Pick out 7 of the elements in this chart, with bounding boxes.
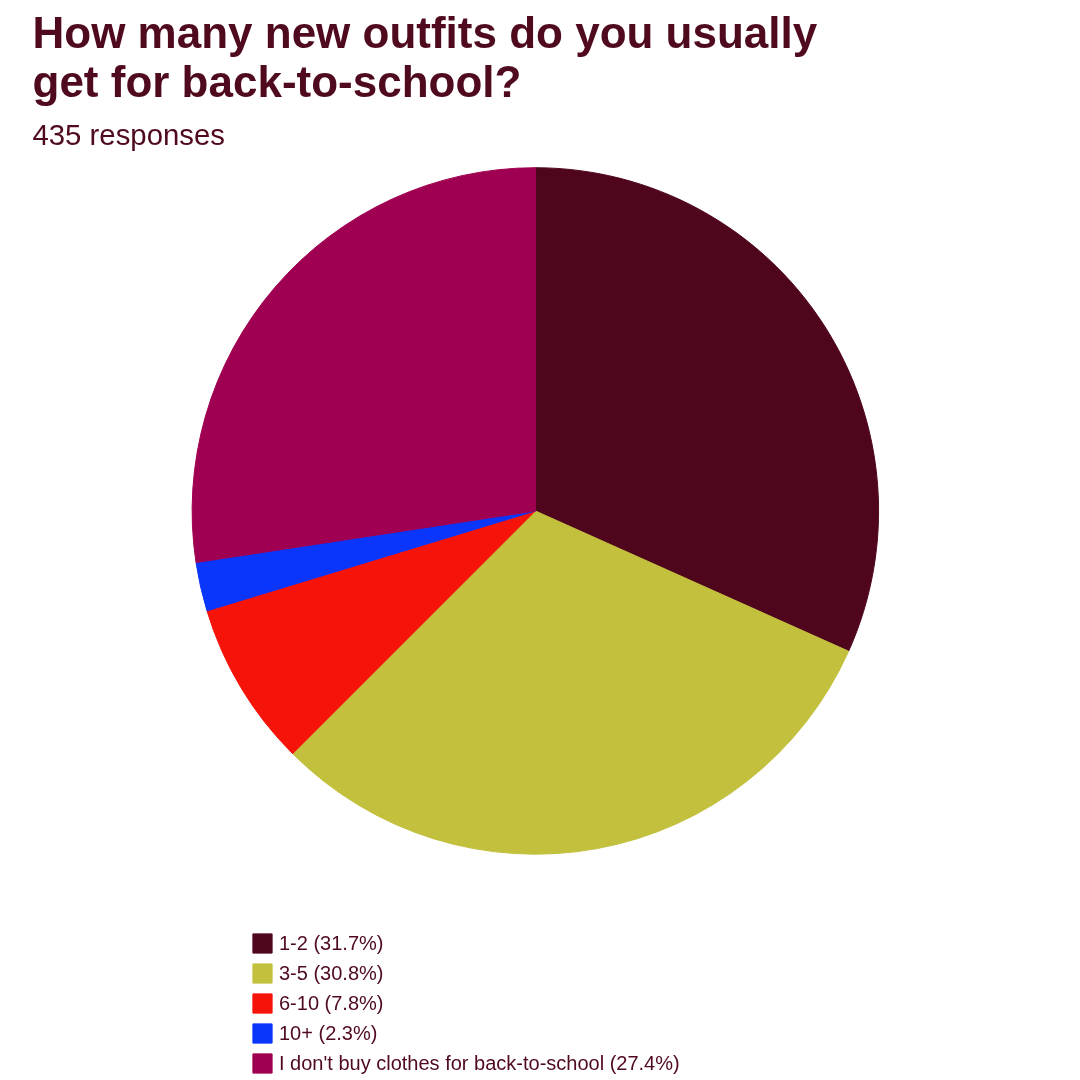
chart-subtitle: 435 responses — [32, 117, 225, 151]
chart-title: How many new outfits do you usually get for back-to-school? — [32, 7, 818, 106]
legend-label: 6-10 (7.8%) — [279, 991, 384, 1015]
legend-label: 10+ (2.3%) — [279, 1021, 378, 1045]
legend-label: 3-5 (30.8%) — [279, 961, 384, 985]
legend-label: 1-2 (31.7%) — [279, 931, 384, 955]
legend-label: I don't buy clothes for back-to-school (27.4%) — [279, 1051, 680, 1075]
